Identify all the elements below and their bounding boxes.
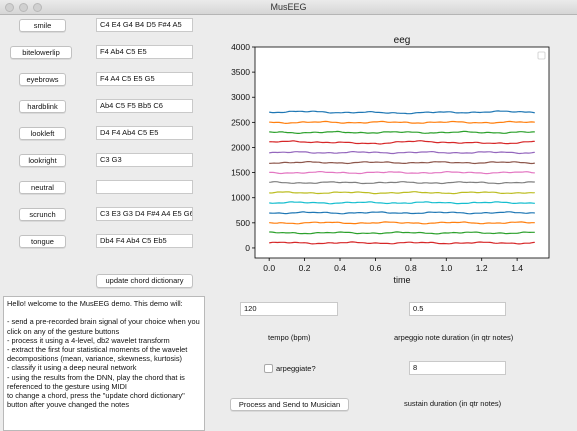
process-send-button[interactable]: Process and Send to Musician: [230, 398, 349, 411]
chart-title: eeg: [394, 35, 411, 46]
eeg-series-line: [269, 130, 535, 134]
arpeggio-duration-field[interactable]: 0.5: [409, 302, 506, 316]
chord-field-hardblink[interactable]: Ab4 C5 F5 Bb5 C6: [96, 99, 193, 113]
gesture-button-scrunch[interactable]: scrunch: [19, 208, 66, 221]
chord-field-lookleft[interactable]: D4 F4 Ab4 C5 E5: [96, 126, 193, 140]
gesture-button-lookright[interactable]: lookright: [19, 154, 66, 167]
gesture-button-neutral[interactable]: neutral: [19, 181, 66, 194]
sustain-duration-field[interactable]: 8: [409, 361, 506, 375]
update-chord-dictionary-button[interactable]: update chord dictionary: [96, 274, 193, 288]
eeg-series-line: [269, 181, 535, 185]
x-tick-label: 0.8: [405, 263, 417, 273]
y-tick-label: 500: [236, 218, 250, 228]
log-line: - classify it using a deep neural networ…: [7, 363, 137, 373]
arpeggiate-checkbox[interactable]: [264, 364, 273, 373]
tempo-field[interactable]: 120: [240, 302, 338, 316]
zoom-window-button[interactable]: [33, 3, 42, 12]
welcome-log-text: Hello! welcome to the MusEEG demo. This …: [7, 299, 201, 409]
chord-field-smile[interactable]: C4 E4 G4 B4 D5 F#4 A5: [96, 18, 193, 32]
y-tick-label: 1500: [231, 168, 250, 178]
y-tick-label: 0: [245, 243, 250, 253]
plot-frame: [254, 46, 550, 259]
tempo-label: tempo (bpm): [268, 333, 311, 342]
y-tick-label: 3500: [231, 67, 250, 77]
y-tick-label: 3000: [231, 92, 250, 102]
eeg-series-line: [269, 161, 535, 165]
minimize-window-button[interactable]: [19, 3, 28, 12]
close-window-button[interactable]: [5, 3, 14, 12]
x-tick-label: 1.4: [511, 263, 523, 273]
x-tick-label: 1.0: [440, 263, 452, 273]
eeg-series-line: [269, 170, 535, 175]
eeg-series-line: [269, 110, 535, 115]
y-tick-label: 4000: [231, 42, 250, 52]
eeg-series-line: [269, 241, 535, 245]
x-tick-label: 0.0: [263, 263, 275, 273]
eeg-plot: 0 500 1000 1500 2000 2500 3000 3500 4000 0.0 0.2 0.…: [231, 35, 550, 285]
x-tick-label: 0.6: [370, 263, 382, 273]
chord-field-scrunch[interactable]: C3 E3 G3 D4 F#4 A4 E5 G6: [96, 207, 193, 221]
window-title: MusEEG: [270, 2, 307, 12]
x-tick-label: 0.2: [299, 263, 311, 273]
x-tick-label: 0.4: [334, 263, 346, 273]
welcome-log[interactable]: Hello! welcome to the MusEEG demo. This …: [3, 296, 205, 431]
sustain-duration-label: sustain duration (in qtr notes): [404, 399, 502, 408]
gesture-button-bitelowerlip[interactable]: bitelowerlip: [10, 46, 72, 59]
arpeggiate-label: arpeggiate?: [276, 364, 316, 373]
chord-field-tongue[interactable]: Db4 F4 Ab4 C5 Eb5: [96, 234, 193, 248]
gesture-button-hardblink[interactable]: hardblink: [19, 100, 66, 113]
chord-field-eyebrows[interactable]: F4 A4 C5 E5 G5: [96, 72, 193, 86]
chord-field-bitelowerlip[interactable]: F4 Ab4 C5 E5: [96, 45, 193, 59]
log-line: to change a chord, press the "update cho…: [7, 391, 187, 410]
y-tick-label: 2000: [231, 142, 250, 152]
y-tick-label: 1000: [231, 193, 250, 203]
gesture-button-tongue[interactable]: tongue: [19, 235, 66, 248]
eeg-series-line: [269, 140, 535, 145]
chord-field-neutral[interactable]: [96, 180, 193, 194]
gesture-button-lookleft[interactable]: lookleft: [19, 127, 66, 140]
gesture-button-smile[interactable]: smile: [19, 19, 66, 32]
title-bar: MusEEG: [0, 0, 577, 15]
chord-field-lookright[interactable]: C3 G3: [96, 153, 193, 167]
eeg-series-line: [269, 191, 535, 195]
eeg-series-line: [269, 221, 535, 225]
log-line: - extract the first four statistical mom…: [7, 345, 190, 364]
eeg-series-line: [269, 120, 535, 125]
eeg-series-line: [269, 201, 535, 205]
gesture-button-eyebrows[interactable]: eyebrows: [19, 73, 66, 86]
eeg-series-line: [269, 150, 535, 155]
y-tick-label: 2500: [231, 117, 250, 127]
x-tick-label: 1.2: [476, 263, 488, 273]
log-line: - process it using a 4-level, db2 wavele…: [7, 335, 170, 345]
eeg-series-line: [269, 231, 535, 235]
log-line: Hello! welcome to the MusEEG demo. This …: [7, 299, 183, 308]
legend-box: [537, 51, 546, 60]
log-line: - send a pre-recorded brain signal of yo…: [7, 317, 202, 336]
log-line: [7, 308, 201, 317]
eeg-series-line: [269, 211, 535, 215]
x-axis-label: time: [393, 275, 410, 285]
arpeggio-duration-label: arpeggio note duration (in qtr notes): [394, 333, 514, 342]
log-line: - using the results from the DNN, play t…: [7, 372, 187, 391]
